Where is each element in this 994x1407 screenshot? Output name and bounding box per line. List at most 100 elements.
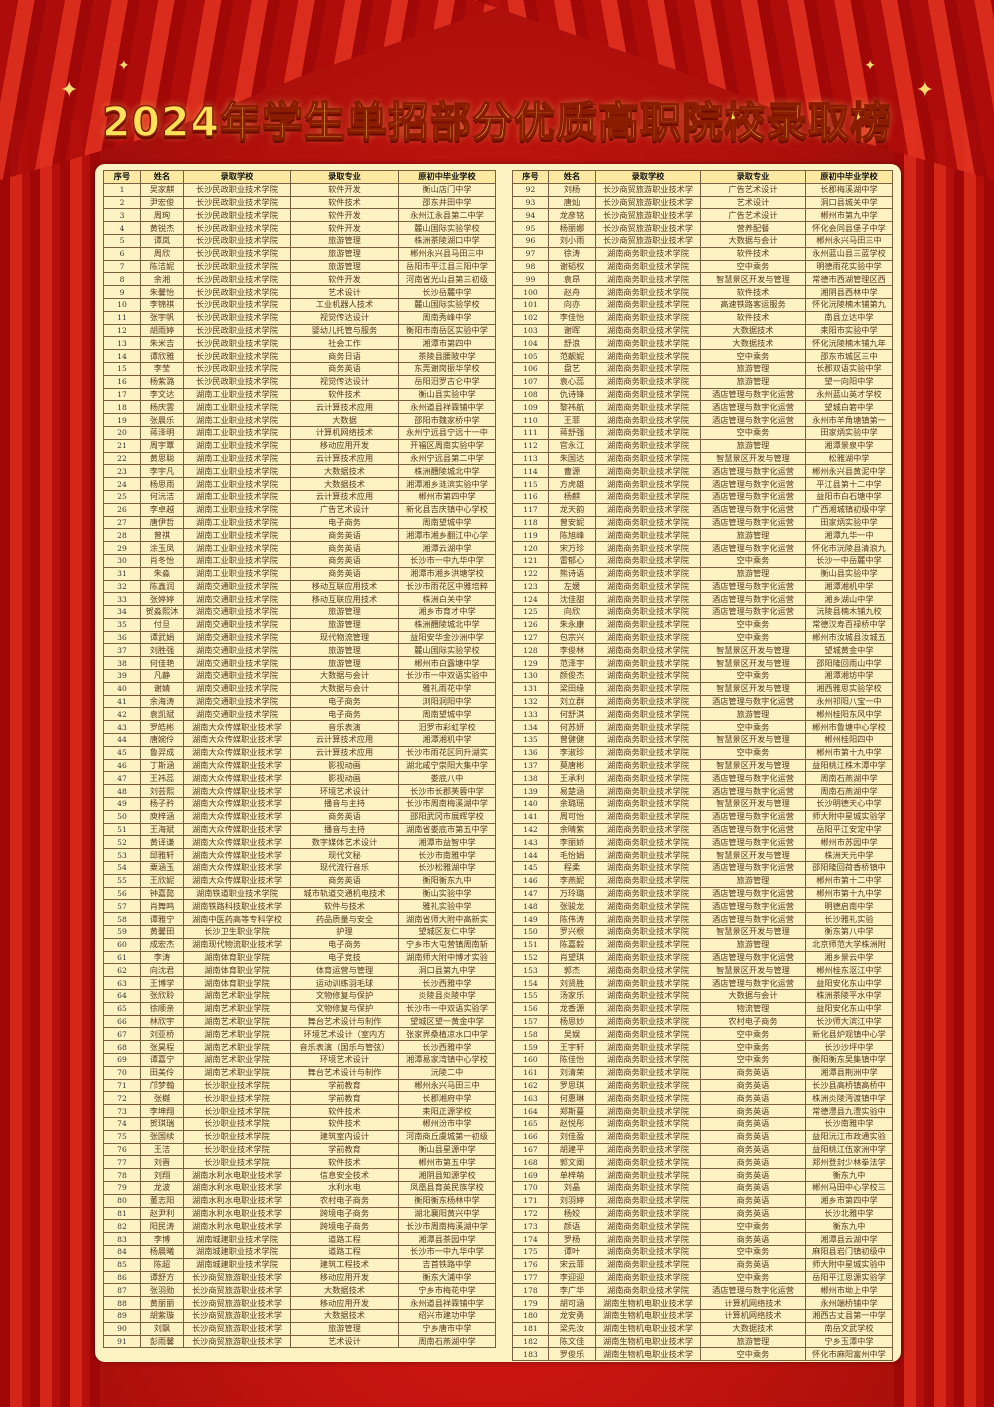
- table-row: 147 万玲璐 湖南商务职业技术学院 酒店管理与数字化运营 郴州市第十九中学: [512, 886, 893, 901]
- student-name: 陈佳怡: [548, 1052, 596, 1067]
- origin-school: 河南省光山县第三初级: [398, 272, 496, 287]
- origin-school: 明德雨花实验中学: [805, 259, 893, 274]
- admitted-school: 湖南商务职业技术学院: [595, 989, 701, 1003]
- admitted-school: 长沙商贸旅游职业技术学: [183, 1308, 291, 1323]
- admitted-school: 湖南商务职业技术学院: [595, 1104, 701, 1118]
- admitted-major: 跨境电子商务: [290, 1219, 399, 1234]
- origin-school: 娄底八中: [398, 771, 496, 786]
- origin-school: 邵阳武冈市展辉学校: [398, 809, 496, 824]
- student-name: 赵悦彤: [548, 1116, 596, 1131]
- admitted-school: 湖南商务职业技术学院: [595, 1180, 701, 1195]
- admitted-school: 湖南工业职业技术学院: [183, 425, 291, 440]
- table-row: 70 田美伶 湖南艺术职业学院 舞台艺术设计与制作 沅陵二中: [103, 1065, 496, 1080]
- admitted-major: 大数据技术: [700, 336, 806, 351]
- table-row: 99 袁昂 湖南商务职业技术学院 智慧景区开发与管理 常德市西湖管理区西: [512, 272, 893, 287]
- origin-school: 衡东第八中学: [805, 925, 893, 939]
- admitted-school: 湖南商务职业技术学院: [595, 950, 701, 965]
- admitted-school: 湖南艺术职业学院: [183, 989, 291, 1003]
- row-number: 136: [512, 745, 549, 760]
- origin-school: 郴州汾市中学: [398, 1116, 496, 1131]
- student-name: 唐婉伶: [140, 733, 184, 747]
- row-number: 23: [103, 464, 141, 479]
- admitted-school: 湖南生物机电职业技术学: [595, 1347, 701, 1362]
- admitted-school: 湖南商务职业技术学院: [595, 1168, 701, 1182]
- row-number: 129: [512, 656, 549, 671]
- student-name: 刘佳盈: [548, 1129, 596, 1144]
- row-number: 160: [512, 1052, 549, 1067]
- origin-school: 汨罗市彩虹学校: [398, 720, 496, 735]
- admitted-school: 湖南工业职业技术学院: [183, 515, 291, 530]
- admitted-school: 湖南商务职业技术学院: [595, 1206, 701, 1221]
- admitted-school: 长沙民政职业技术学院: [183, 323, 291, 338]
- admitted-school: 湖南商务职业技术学院: [595, 656, 701, 671]
- row-number: 165: [512, 1116, 549, 1131]
- admitted-major: 旅游管理: [700, 566, 806, 581]
- table-row: 86 谭舒方 长沙商贸旅游职业技术学 移动应用开发 衡东大浦中学: [103, 1270, 496, 1285]
- admitted-school: 湖南商务职业技术学院: [595, 502, 701, 517]
- admitted-school: 湖南大众传媒职业技术学: [183, 873, 291, 888]
- admitted-major: 云计算技术应用: [290, 745, 399, 760]
- row-number: 169: [512, 1168, 549, 1182]
- table-row: 167 胡建平 湖南商务职业技术学院 商务英语 益阳桃江伍家洲中学: [512, 1142, 893, 1157]
- student-name: 赵舟: [548, 285, 596, 299]
- row-number: 22: [103, 451, 141, 466]
- admitted-school: 湖南铁道职业技术学院: [183, 886, 291, 901]
- origin-school: 湘潭湘机中学: [805, 579, 893, 594]
- row-number: 117: [512, 502, 549, 517]
- origin-school: 湘乡市育才中学: [398, 605, 496, 619]
- origin-school: 望城区望一黄金中学: [398, 1014, 496, 1029]
- row-number: 171: [512, 1193, 549, 1208]
- origin-school: 岳阳市平江县三阳中学: [398, 259, 496, 274]
- student-name: 李博: [140, 1232, 184, 1246]
- row-number: 1: [103, 182, 141, 197]
- table-row: 114 曹源 湖南商务职业技术学院 酒店管理与数字化运营 郴州永兴县黄泥中学: [512, 464, 893, 479]
- admission-table-right: 序号 姓名 录取学校 录取专业 原初中毕业学校 92 刘杨 长沙商贸旅游职业技术学广…: [512, 170, 893, 1362]
- origin-school: 周南石燕湖中学: [398, 1334, 496, 1349]
- table-row: 29 涂玉凤 湖南工业职业技术学院 商务英语 湘潭云湖中学: [103, 541, 496, 555]
- origin-school: 永州宁远县第二中学: [398, 451, 496, 466]
- table-row: 54 粟涵玉 湖南大众传媒职业技术学 现代流行音乐 长沙松雅湖中学: [103, 861, 496, 875]
- admitted-major: 商务英语: [290, 553, 399, 568]
- row-number: 4: [103, 221, 141, 235]
- table-row: 38 何佳艳 湖南交通职业技术学院 旅游管理 郴州市白露塘中学: [103, 656, 496, 671]
- origin-school: 湘乡市第四中学: [805, 1193, 893, 1208]
- origin-school: 衡阳市南岳区实验中学: [398, 323, 496, 338]
- student-name: 程柔: [548, 861, 596, 875]
- student-name: 胡紫璇: [140, 1308, 184, 1323]
- origin-school: 郴州市汝城县汝城五: [805, 630, 893, 645]
- student-name: 颜俊杰: [548, 669, 596, 683]
- row-number: 153: [512, 963, 549, 978]
- student-name: 李丽娇: [548, 835, 596, 850]
- origin-school: 湘潭县云湖中学: [805, 1232, 893, 1246]
- table-row: 104 舒浪 湖南商务职业技术学院 大数据技术 怀化沅陵楠木铺九年: [512, 336, 893, 351]
- admitted-school: 湖南交通职业技术学院: [183, 681, 291, 696]
- table-row: 60 成宏杰 湖南现代物流职业技术学 电子商务 宁乡市大屯营镇周南斩: [103, 937, 496, 952]
- admitted-school: 湖南商务职业技术学院: [595, 720, 701, 735]
- row-number: 141: [512, 809, 549, 824]
- admitted-school: 湖南体育职业学院: [183, 976, 291, 990]
- student-name: 罗俊乐: [548, 1347, 596, 1362]
- table-row: 82 阳民涛 湖南水利水电职业技术学 跨境电子商务 长沙市周南梅溪湖中学: [103, 1219, 496, 1234]
- admitted-major: 软件开发: [290, 208, 399, 223]
- row-number: 145: [512, 861, 549, 875]
- row-number: 42: [103, 707, 141, 722]
- table-row: 20 蒋泽明 湖南工业职业技术学院 计算机网络技术 永州宁远县宁远十一中: [103, 425, 496, 440]
- admitted-major: 商务英语: [290, 541, 399, 555]
- admitted-major: 移动应用开发: [290, 1270, 399, 1285]
- table-row: 63 王博学 湖南体育职业学院 运动训练羽毛球 长沙西雅中学: [103, 976, 496, 990]
- origin-school: 长沙西雅中学: [398, 976, 496, 990]
- admitted-major: 商务英语: [700, 1142, 806, 1157]
- row-number: 142: [512, 822, 549, 837]
- table-row: 83 李博 湖南城建职业技术学院 道路工程 湘潭县茶园中学: [103, 1232, 496, 1246]
- student-name: 颜语: [548, 1219, 596, 1234]
- row-number: 8: [103, 272, 141, 287]
- admitted-major: 水利水电: [290, 1180, 399, 1195]
- table-row: 96 刘小雨 长沙商贸旅游职业技术学 大数据与会计 郴州永兴马田三中: [512, 233, 893, 248]
- row-number: 50: [103, 809, 141, 824]
- admitted-school: 湖南工业职业技术学院: [183, 553, 291, 568]
- table-row: 12 胡雨婷 长沙民政职业技术学院 婴幼儿托管与服务 衡阳市南岳区实验中学: [103, 323, 496, 338]
- student-name: 张婷婷: [140, 592, 184, 607]
- admitted-major: 酒店管理与数字化运营: [700, 694, 806, 709]
- admitted-school: 长沙民政职业技术学院: [183, 285, 291, 299]
- origin-school: 株洲醴陵城北中学: [398, 617, 496, 632]
